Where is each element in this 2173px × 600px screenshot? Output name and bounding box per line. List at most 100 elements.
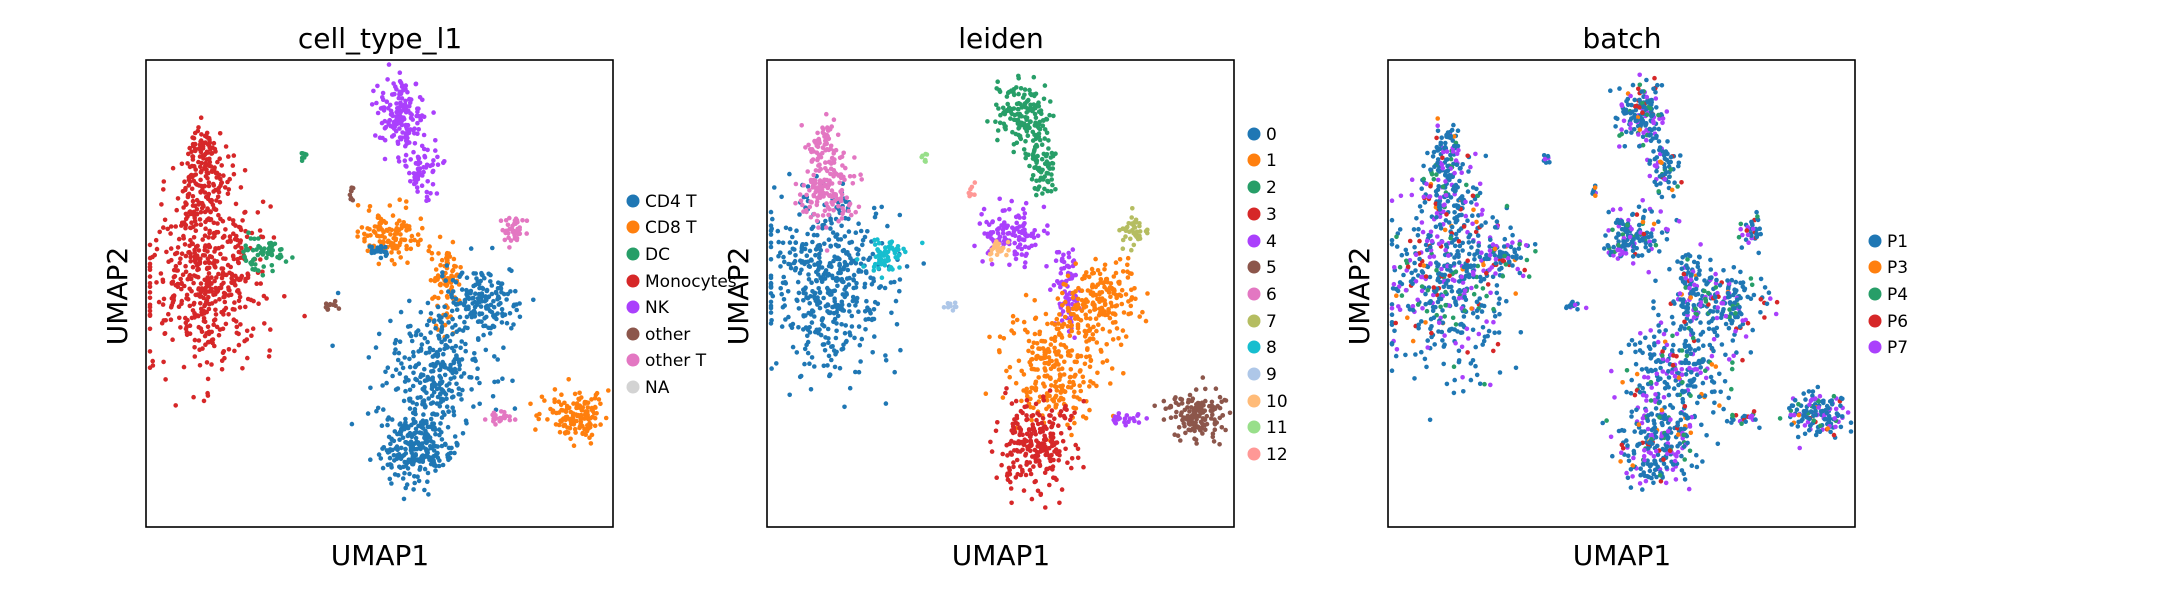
cell-point [205,265,210,271]
cell-point [1054,402,1059,408]
cell-point [1021,319,1027,325]
cell-point [787,226,793,232]
cell-point [1004,252,1009,258]
cell-point [778,250,783,255]
cell-point [397,126,402,131]
cell-point [800,202,805,208]
cell-point [455,301,461,307]
cell-point [399,118,405,123]
cell-point [225,191,231,197]
cell-point [1470,311,1476,316]
cell-point [1124,225,1129,231]
cell-point [1469,285,1474,291]
cell-point [458,265,463,270]
scatter-area [1389,72,1854,492]
cell-point [380,383,385,388]
cell-point [1082,275,1087,281]
cell-point [222,299,228,305]
cell-point [453,280,459,285]
cell-point [380,90,386,96]
cell-point [442,346,447,352]
cell-point [1482,381,1487,387]
cell-point [175,268,180,273]
cell-point [418,346,424,352]
cell-point [436,463,442,469]
legend-label: 0 [1266,125,1277,145]
cell-point [225,239,231,245]
cell-point [1104,287,1109,292]
cell-point [402,470,407,476]
cell-point [211,140,217,146]
cell-point [201,295,206,301]
cell-point [1023,244,1028,250]
cell-point [1409,192,1415,198]
cell-point [816,225,821,230]
cell-point [1474,284,1479,289]
cell-point [232,348,237,354]
cell-point [1444,212,1449,217]
cell-point [443,312,448,318]
cell-point [809,355,815,360]
cell-point [837,261,842,267]
cell-point [1102,302,1108,308]
cell-point [1084,354,1089,360]
cell-point [847,330,852,335]
cell-point [528,401,533,407]
cell-point [842,287,847,292]
cell-point [425,179,431,184]
cell-point [509,326,514,331]
cell-point [215,221,220,226]
legend-label: NA [645,378,670,398]
cell-point [1056,458,1061,463]
cell-point [1461,224,1467,229]
cell-point [1081,379,1086,385]
cell-point [807,361,812,367]
cell-point [448,365,453,370]
cell-point [325,306,331,312]
cell-point [442,372,448,378]
cell-point [204,130,210,136]
scatter-area [147,62,611,502]
cell-point [1070,295,1076,300]
cell-point [841,342,846,348]
legend-marker [626,353,640,367]
cell-point [215,194,221,200]
cell-point [412,474,417,479]
cell-point [408,238,414,243]
cell-point [1013,226,1019,231]
cell-point [1077,396,1082,402]
cell-point [191,173,197,178]
cell-point [223,305,229,311]
cell-point [837,155,843,161]
cell-point [449,308,455,314]
cell-point [236,298,242,304]
cell-point [1053,379,1058,385]
cell-point [1135,413,1140,418]
cell-point [1060,438,1066,444]
cell-point [1473,344,1478,350]
cell-point [487,331,493,336]
cell-point [1389,242,1395,247]
cell-point [204,282,210,287]
cell-point [1054,440,1060,445]
cell-point [209,301,215,306]
cell-point [1394,234,1399,240]
cell-point [815,130,820,136]
cell-point [1009,88,1014,93]
cell-point [479,291,485,296]
cell-point [785,289,791,294]
cell-point [220,235,226,240]
cell-point [1404,251,1410,257]
cell-point [1217,442,1222,447]
cell-point [431,110,436,115]
cell-point [395,357,401,363]
cell-point [220,326,226,332]
cell-point [1203,386,1208,392]
cell-point [1474,299,1480,305]
cell-point [819,279,825,284]
cell-point [1496,301,1502,306]
cell-point [477,319,482,324]
cell-point [414,330,419,335]
cell-point [790,234,795,240]
cell-point [439,380,444,386]
